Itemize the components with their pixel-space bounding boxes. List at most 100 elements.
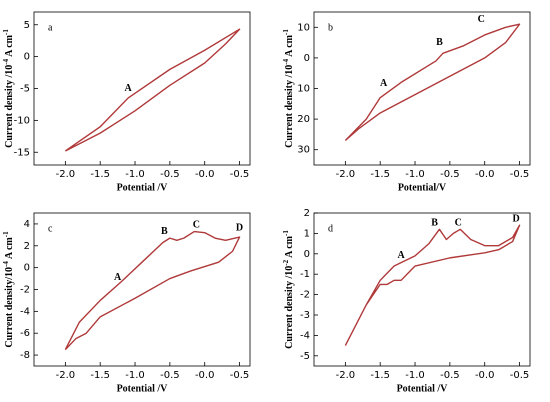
- y-tick-label: -3: [300, 310, 310, 321]
- x-tick-label: -1.0: [405, 169, 425, 180]
- y-tick-label: -5: [300, 351, 310, 362]
- panel: -2.0 -1.5 -1.0 -0.5 -0.0 -0.5 5 0 -5 -10 -15 Potent…: [2, 11, 251, 193]
- plot-frame: [313, 212, 531, 367]
- x-tick-label: -0.5: [230, 169, 250, 180]
- panel-label: b: [328, 22, 333, 33]
- y-tick-label: 30: [297, 145, 310, 156]
- x-tick-label: -0.5: [440, 370, 460, 381]
- x-axis-label: Potential /V: [397, 383, 449, 394]
- cv-curve: [64, 28, 241, 152]
- x-tick-label: -0.5: [160, 169, 180, 180]
- y-axis-label-part: -4: [2, 261, 10, 267]
- x-tick-label: -1.0: [125, 370, 145, 381]
- y-tick-label: 0: [24, 52, 30, 63]
- peak-label: D: [512, 213, 519, 224]
- x-tick-label: -1.5: [90, 169, 110, 180]
- panel: -2.0 -1.5 -1.0 -0.5 -0.0 -0.5 10 0 10 20 30 Potenti…: [282, 11, 531, 193]
- y-tick-label: -4: [300, 330, 310, 341]
- y-axis-label-part: A cm: [4, 34, 15, 59]
- panel: -2.0 -1.5 -1.0 -0.5 -0.0 -0.5 4 2 0 -2 -4 -6 -8 Poten…: [2, 212, 251, 394]
- y-axis-label-part: A cm: [284, 34, 295, 59]
- y-tick-label: -2: [300, 290, 310, 301]
- y-tick-label: 5: [24, 20, 30, 31]
- x-tick-label: -0.5: [510, 169, 530, 180]
- y-axis-label-part: A cm: [284, 235, 295, 260]
- x-tick-label: -2.0: [56, 370, 76, 381]
- x-tick-label: -0.0: [475, 169, 495, 180]
- cv-curve: [344, 23, 521, 142]
- x-tick-label: -1.5: [90, 370, 110, 381]
- panel-label: c: [48, 223, 53, 234]
- y-tick-label: -5: [20, 84, 30, 95]
- peak-label: B: [431, 217, 438, 228]
- panel-label: d: [328, 223, 333, 234]
- y-axis-label-part: -1: [2, 29, 10, 35]
- plot-frame: [313, 11, 531, 166]
- y-tick-label: 4: [24, 219, 30, 230]
- x-tick-label: -2.0: [336, 169, 356, 180]
- y-tick-label: 0: [304, 53, 310, 64]
- x-tick-label: -0.0: [475, 370, 495, 381]
- x-tick-label: -1.5: [370, 169, 390, 180]
- peak-label: C: [193, 219, 200, 230]
- x-tick-label: -2.0: [56, 169, 76, 180]
- x-tick-label: -1.5: [370, 370, 390, 381]
- y-tick-label: -10: [14, 115, 30, 126]
- y-tick-label: 0: [304, 249, 310, 260]
- y-axis-label-part: Current density /10: [284, 266, 295, 349]
- y-axis-label-part: -1: [2, 231, 10, 237]
- peak-label: A: [124, 83, 132, 94]
- y-tick-label: -2: [20, 285, 30, 296]
- peak-label: C: [455, 217, 462, 228]
- cv-curve: [344, 224, 521, 346]
- y-axis-label-part: -4: [2, 58, 10, 64]
- x-tick-label: -1.0: [405, 370, 425, 381]
- x-tick-label: -0.5: [440, 169, 460, 180]
- y-tick-label: 10: [297, 22, 310, 33]
- x-tick-label: -0.5: [230, 370, 250, 381]
- x-axis-label: Potential/V: [398, 182, 447, 193]
- y-axis-label-part: A cm: [4, 237, 15, 262]
- x-tick-label: -1.0: [125, 169, 145, 180]
- plot-frame: [33, 212, 251, 367]
- peak-label: A: [114, 272, 122, 283]
- y-axis-label-part: Current density /10: [4, 65, 15, 148]
- y-tick-label: -8: [20, 350, 30, 361]
- y-axis-label: Current density/10-4 A cm-1: [2, 231, 16, 348]
- y-tick-label: 2: [24, 241, 30, 252]
- peak-label: B: [436, 37, 443, 48]
- peak-label: A: [397, 250, 405, 261]
- x-tick-label: -0.5: [510, 370, 530, 381]
- panel: -2.0 -1.5 -1.0 -0.5 -0.0 -0.5 2 1 0 -1 -2 -3 -4 -5 Pot…: [282, 208, 531, 394]
- x-tick-label: -2.0: [336, 370, 356, 381]
- peak-label: B: [161, 226, 168, 237]
- y-axis-label-part: -1: [282, 230, 290, 236]
- x-axis-label: Potential /V: [117, 383, 169, 394]
- peak-label: A: [380, 78, 388, 89]
- cv-curve: [64, 230, 241, 351]
- y-tick-label: 20: [297, 114, 310, 125]
- y-axis-label-part: Current density /10: [284, 65, 295, 148]
- y-tick-label: 1: [304, 228, 310, 239]
- y-tick-label: -4: [20, 306, 30, 317]
- y-tick-label: -15: [14, 147, 30, 158]
- panel-label: a: [48, 22, 53, 33]
- y-axis-label: Current density /10-2 A cm-1: [282, 230, 296, 349]
- y-tick-label: 0: [24, 263, 30, 274]
- y-axis-label: Current density /10-4 A cm-1: [2, 29, 16, 148]
- peak-label: D: [236, 223, 243, 234]
- x-axis-label: Potential /V: [117, 182, 169, 193]
- y-tick-label: 2: [304, 208, 310, 219]
- y-tick-label: 10: [297, 84, 310, 95]
- y-axis-label-part: -2: [282, 259, 290, 265]
- y-tick-label: -6: [20, 328, 30, 339]
- peak-label: C: [478, 14, 485, 25]
- y-tick-label: -1: [300, 269, 310, 280]
- y-axis-label-part: Current density/10: [4, 267, 15, 348]
- y-axis-label-part: -1: [282, 29, 290, 35]
- y-axis-label-part: -4: [282, 58, 290, 64]
- x-tick-label: -0.0: [195, 169, 215, 180]
- x-tick-label: -0.5: [160, 370, 180, 381]
- x-tick-label: -0.0: [195, 370, 215, 381]
